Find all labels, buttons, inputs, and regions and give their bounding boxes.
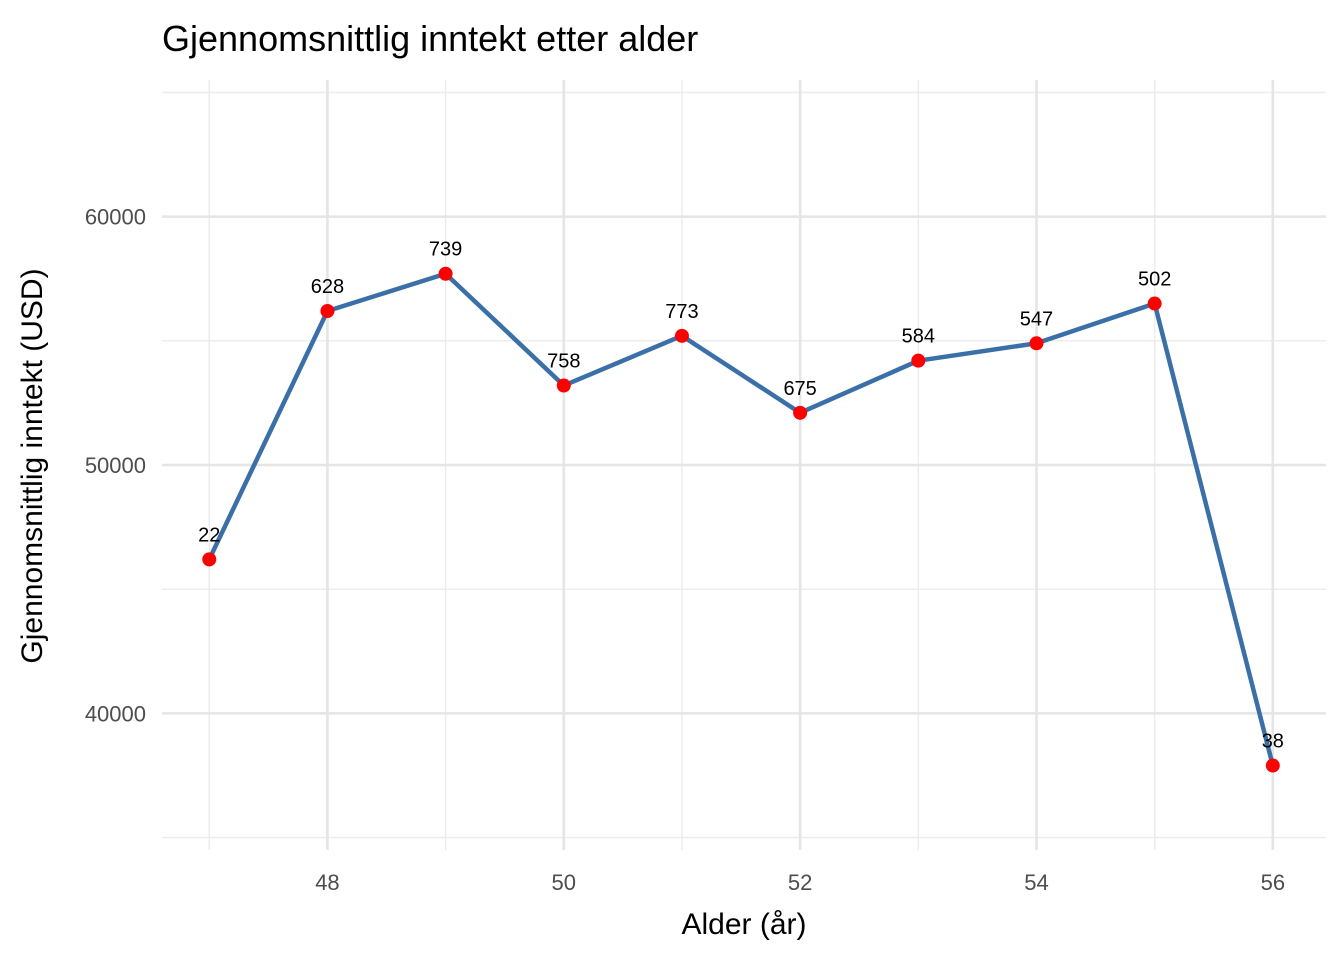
x-axis-title: Alder (år)	[681, 908, 806, 941]
data-label: 628	[311, 276, 344, 298]
y-tick-label: 40000	[85, 701, 146, 726]
data-point	[202, 552, 217, 567]
data-label: 758	[547, 351, 580, 373]
y-axis-tick-labels: 40000 50000 60000	[85, 205, 146, 727]
data-point	[556, 378, 571, 393]
x-tick-label: 48	[315, 870, 339, 895]
x-tick-label: 52	[788, 870, 812, 895]
data-point	[674, 328, 689, 343]
chart-title: Gjennomsnittlig inntekt etter alder	[162, 18, 698, 59]
data-label: 584	[902, 326, 935, 348]
y-axis-title: Gjennomsnittlig inntekt (USD)	[16, 268, 49, 663]
grid-major-lines	[162, 80, 1326, 850]
data-label: 502	[1138, 269, 1171, 291]
y-tick-label: 50000	[85, 453, 146, 478]
data-point	[1029, 336, 1044, 351]
series-line	[207, 271, 1276, 768]
data-point	[320, 304, 335, 318]
data-point	[1147, 296, 1162, 311]
data-label: 773	[665, 301, 698, 323]
data-point	[793, 405, 808, 420]
data-label: 38	[1262, 731, 1284, 753]
data-label: 739	[429, 239, 462, 261]
x-axis-tick-labels: 48 50 52 54 56	[315, 870, 1285, 895]
y-tick-label: 60000	[85, 205, 146, 230]
x-tick-label: 56	[1261, 870, 1285, 895]
plot-panel: 22 628 739 758 773 675 584 547 502 38	[162, 80, 1326, 850]
data-point	[911, 353, 926, 368]
x-tick-label: 50	[552, 870, 576, 895]
data-label: 22	[198, 524, 220, 546]
x-tick-label: 54	[1024, 870, 1048, 895]
data-point	[438, 266, 453, 281]
data-point	[1265, 758, 1280, 773]
series-lines	[207, 271, 1276, 768]
data-label: 675	[783, 378, 816, 400]
series-points	[202, 266, 1280, 773]
data-label: 547	[1020, 308, 1053, 330]
data-labels: 22 628 739 758 773 675 584 547 502 38	[198, 239, 1284, 753]
